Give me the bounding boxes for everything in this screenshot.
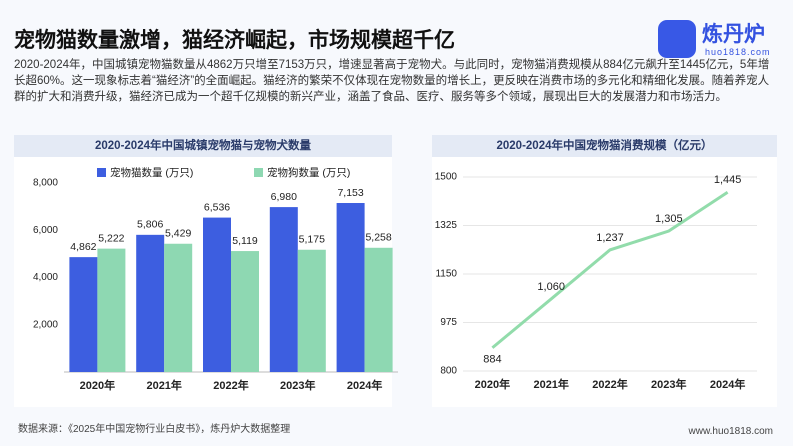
value-label: 6,980 — [271, 191, 297, 203]
bar — [97, 248, 126, 372]
panel — [432, 135, 777, 407]
x-tick-label: 2023年 — [651, 377, 686, 391]
x-tick-label: 2024年 — [347, 378, 382, 392]
y-tick-label: 6,000 — [33, 225, 58, 236]
x-tick-label: 2023年 — [280, 378, 315, 392]
value-label: 4,862 — [70, 241, 96, 253]
legend-label: 宠物猫数量 (万只) — [110, 166, 193, 179]
value-label: 1,060 — [537, 281, 565, 293]
bar — [297, 249, 326, 372]
source-note: 数据来源：《2025年中国宠物行业白皮书》，炼丹炉大数据整理 — [18, 424, 291, 435]
value-label: 1,305 — [655, 213, 683, 225]
legend-swatch — [97, 168, 106, 177]
chart-title: 2020-2024年中国宠物猫消费规模（亿元） — [497, 138, 713, 152]
value-label: 6,536 — [204, 201, 230, 213]
bar — [364, 247, 393, 372]
value-label: 5,806 — [137, 219, 163, 231]
value-label: 884 — [483, 354, 501, 366]
chart-title: 2020-2024年中国城镇宠物猫与宠物犬数量 — [95, 138, 311, 152]
bar — [336, 203, 365, 372]
y-tick-label: 1325 — [435, 220, 458, 231]
summary-text: 2020-2024年，中国城镇宠物猫数量从4862万只增至7153万只，增速显著… — [14, 59, 770, 103]
x-tick-label: 2020年 — [475, 377, 510, 391]
value-label: 7,153 — [337, 187, 363, 199]
value-label: 5,258 — [365, 232, 391, 244]
y-tick-label: 8,000 — [33, 178, 58, 189]
bar — [231, 251, 259, 372]
logo-site: huo1818.com — [705, 47, 771, 57]
bar — [69, 257, 98, 372]
bar — [164, 243, 193, 372]
panel-header — [14, 135, 392, 157]
bar — [203, 217, 231, 372]
value-label: 5,119 — [232, 235, 258, 247]
y-tick-label: 1500 — [435, 172, 458, 183]
value-label: 5,175 — [299, 234, 325, 246]
y-tick-label: 800 — [440, 366, 457, 377]
logo-name: 炼丹炉 — [702, 23, 765, 46]
y-tick-label: 4,000 — [33, 272, 58, 283]
y-tick-label: 975 — [440, 317, 457, 328]
x-tick-label: 2020年 — [80, 378, 115, 392]
legend-label: 宠物狗数量 (万只) — [267, 166, 350, 179]
logo: 炼丹炉 huo1818.com — [658, 18, 783, 62]
bar — [136, 234, 165, 372]
x-tick-label: 2024年 — [710, 377, 745, 391]
value-label: 1,237 — [596, 232, 624, 244]
x-tick-label: 2021年 — [146, 378, 181, 392]
x-tick-label: 2022年 — [213, 378, 248, 392]
x-tick-label: 2022年 — [592, 377, 627, 391]
value-label: 5,429 — [165, 228, 191, 240]
y-tick-label: 2,000 — [33, 319, 58, 330]
page-title: 宠物猫数量激增，猫经济崛起，市场规模超千亿 — [14, 29, 455, 52]
line — [491, 190, 729, 349]
footer-url: www.huo1818.com — [688, 426, 774, 437]
panel-header — [432, 135, 777, 157]
legend-swatch — [254, 168, 263, 177]
value-label: 1,445 — [714, 174, 742, 186]
value-label: 5,222 — [98, 232, 124, 244]
x-tick-label: 2021年 — [533, 377, 568, 391]
y-tick-label: 1150 — [435, 269, 457, 280]
bar — [269, 207, 298, 372]
logo-icon — [658, 20, 696, 58]
